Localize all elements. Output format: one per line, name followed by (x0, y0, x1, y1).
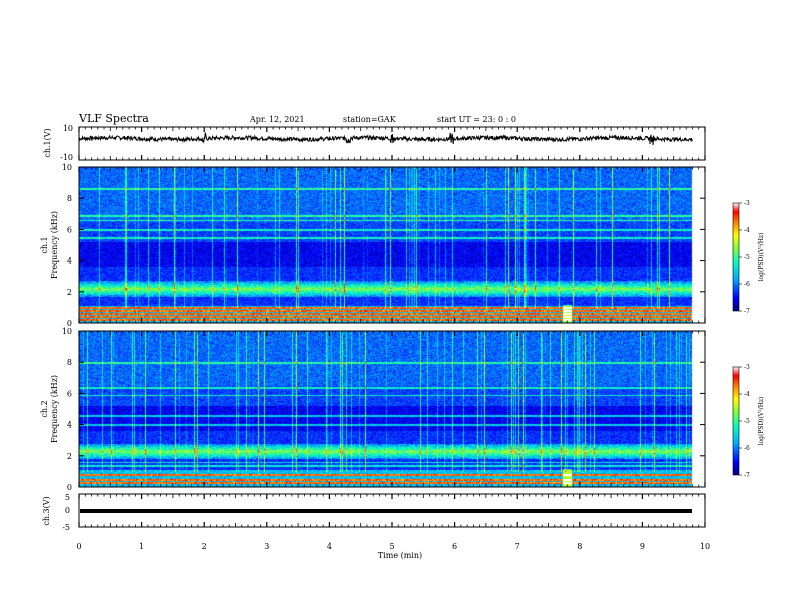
frequency-tick-label: 6 (67, 389, 72, 398)
ch1-colorbar: -3 -4 -5 -6 -7 log(PSD)(V²/Hz) (732, 200, 765, 315)
ch2-channel-label: ch.2 (40, 400, 49, 417)
colorbar-tick-label: -6 (744, 445, 750, 452)
ch3-ytick-bottom: -5 (62, 523, 70, 532)
ch1-spectrogram-image (79, 167, 705, 323)
ch3-waveform-panel: 5 0 -5 ch.3(V) (42, 493, 706, 532)
frequency-tick-label: 10 (62, 163, 72, 172)
ch1-colorbar-label: log(PSD)(V²/Hz) (758, 233, 765, 282)
x-axis-label: Time (min) (378, 551, 422, 560)
start-time-label: start UT = 23: 0 : 0 (437, 115, 516, 124)
x-tick-label: 7 (515, 542, 520, 551)
ch1-colorbar-scale (732, 202, 740, 312)
colorbar-tick-label: -7 (744, 472, 750, 479)
frequency-tick-label: 0 (67, 319, 72, 328)
colorbar-tick-label: -4 (744, 227, 750, 234)
x-axis-tick-labels: 0 1 2 3 4 5 6 7 8 9 10 (76, 542, 710, 551)
colorbar-tick-label: -3 (744, 364, 750, 371)
frequency-tick-label: 8 (67, 358, 72, 367)
x-tick-label: 10 (700, 542, 710, 551)
frequency-tick-label: 2 (67, 288, 72, 297)
figure-title: VLF Spectra (78, 112, 149, 125)
x-tick-label: 9 (640, 542, 645, 551)
station-label: station=GAK (343, 115, 397, 124)
ch1-spectrogram-xticks (78, 167, 706, 323)
colorbar-tick-label: -3 (744, 200, 750, 207)
ch2-colorbar-scale (732, 366, 740, 476)
ch2-frequency-label: Frequency (kHz) (50, 375, 59, 443)
colorbar-tick-label: -4 (744, 391, 750, 398)
ch2-spectrogram-yticks: 0 2 4 6 8 10 (62, 327, 705, 492)
colorbar-tick-label: -7 (744, 308, 750, 315)
x-tick-label: 6 (452, 542, 457, 551)
ch2-spectrogram-image (79, 331, 705, 487)
ch3-ytick-mid: 0 (65, 506, 70, 515)
ch1-frequency-label: Frequency (kHz) (50, 211, 59, 279)
x-tick-label: 4 (327, 542, 332, 551)
ch1-colorbar-ticks: -3 -4 -5 -6 -7 (739, 200, 750, 315)
frequency-tick-label: 6 (67, 225, 72, 234)
frequency-tick-label: 4 (67, 257, 72, 266)
colorbar-tick-label: -5 (744, 418, 750, 425)
ch1-ytick-top: 10 (63, 124, 73, 133)
x-tick-label: 2 (202, 542, 207, 551)
date-label: Apr. 12, 2021 (249, 115, 305, 124)
x-tick-label: 5 (389, 542, 394, 551)
ch3-ytick-top: 5 (65, 493, 70, 502)
colorbar-tick-label: -5 (744, 254, 750, 261)
ch1-waveform-xticks (78, 127, 706, 160)
x-tick-label: 0 (76, 542, 81, 551)
ch3-waveform-xticks (78, 494, 706, 527)
ch1-waveform-line (78, 132, 693, 146)
x-tick-label: 3 (264, 542, 269, 551)
ch2-colorbar-ticks: -3 -4 -5 -6 -7 (739, 364, 750, 479)
ch2-spectrogram-xticks (78, 331, 706, 487)
ch1-spectrogram-panel: 0 2 4 6 8 10 ch.1 Frequency (kHz) (40, 163, 706, 328)
ch3-waveform-line (80, 509, 692, 513)
ch1-ytick-bottom: -10 (60, 153, 73, 162)
ch1-spectrogram-yticks: 0 2 4 6 8 10 (62, 163, 705, 328)
ch3-waveform-ylabel: ch.3(V) (42, 496, 51, 525)
ch2-colorbar-label: log(PSD)(V²/Hz) (758, 397, 765, 446)
ch1-waveform-panel: 10 -10 ch.1(V) (43, 124, 706, 162)
frequency-tick-label: 4 (67, 421, 72, 430)
frequency-tick-label: 2 (67, 452, 72, 461)
ch1-waveform-frame (78, 126, 706, 161)
frequency-tick-label: 8 (67, 194, 72, 203)
frequency-tick-label: 10 (62, 327, 72, 336)
x-tick-label: 8 (577, 542, 582, 551)
ch1-channel-label: ch.1 (40, 236, 49, 253)
x-tick-label: 1 (139, 542, 144, 551)
frequency-tick-label: 0 (67, 483, 72, 492)
ch1-waveform-ylabel: ch.1(V) (43, 128, 52, 157)
ch2-colorbar: -3 -4 -5 -6 -7 log(PSD)(V²/Hz) (732, 364, 765, 479)
ch2-spectrogram-panel: 0 2 4 6 8 10 ch.2 Frequency (kHz) (40, 327, 706, 492)
colorbar-tick-label: -6 (744, 281, 750, 288)
